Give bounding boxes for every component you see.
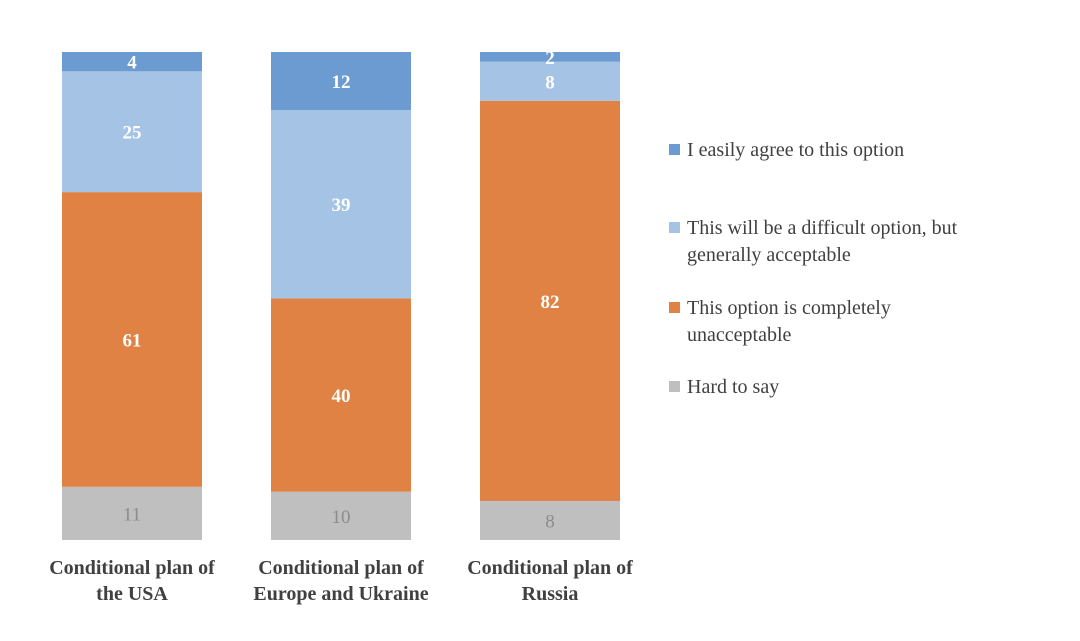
bar-1-i-easily-agree-to-this-option (62, 52, 202, 72)
data-label-2-i-easily-agree-to-this-option: 12 (332, 72, 351, 93)
data-label-2-hard-to-say: 10 (332, 507, 351, 528)
data-label-3-hard-to-say: 8 (545, 511, 555, 532)
legend-label: I easily agree to this option (687, 139, 904, 161)
legend-item-hard-to-say: Hard to say (669, 376, 779, 398)
bar-2-i-easily-agree-to-this-option (271, 52, 411, 110)
legend-swatch (669, 381, 680, 392)
bar-1-hard-to-say (62, 486, 202, 540)
category-label-1: Conditional plan of the USA (49, 557, 215, 605)
data-label-2-this-will-be-a-difficult-option-but-generally-acceptable: 39 (332, 195, 351, 216)
legend-label: This option is completely unacceptable (687, 297, 891, 346)
legend-swatch (669, 144, 680, 155)
category-label-2: Conditional plan of Europe and Ukraine (253, 557, 428, 605)
bar-3-i-easily-agree-to-this-option (480, 52, 620, 62)
bar-3-this-will-be-a-difficult-option-but-generally-acceptable (480, 61, 620, 101)
legend-item-this-option-is-completely-unacceptable: This option is completely unacceptable (669, 297, 891, 346)
bar-1-this-will-be-a-difficult-option-but-generally-acceptable (62, 71, 202, 193)
legend-swatch (669, 302, 680, 313)
legend-swatch (669, 222, 680, 233)
bar-1-this-option-is-completely-unacceptable (62, 192, 202, 487)
legend-label: Hard to say (687, 376, 779, 398)
legend-label: This will be a difficult option, but gene… (687, 217, 958, 266)
bar-3-this-option-is-completely-unacceptable (480, 100, 620, 501)
bar-2-this-will-be-a-difficult-option-but-generally-acceptable (271, 109, 411, 299)
data-label-2-this-option-is-completely-unacceptable: 40 (332, 386, 351, 407)
data-label-3-i-easily-agree-to-this-option: 2 (545, 48, 555, 69)
category-label-3: Conditional plan of Russia (467, 557, 633, 605)
bar-3-hard-to-say (480, 500, 620, 540)
data-label-3-this-option-is-completely-unacceptable: 82 (541, 292, 560, 313)
data-label-1-i-easily-agree-to-this-option: 4 (127, 53, 137, 74)
legend-item-this-will-be-a-difficult-option-but-generally-acceptable: This will be a difficult option, but gene… (669, 217, 958, 266)
legend-item-i-easily-agree-to-this-option: I easily agree to this option (669, 139, 904, 161)
data-label-1-hard-to-say: 11 (123, 504, 141, 525)
data-label-3-this-will-be-a-difficult-option-but-generally-acceptable: 8 (545, 72, 555, 93)
bar-2-this-option-is-completely-unacceptable (271, 298, 411, 492)
data-label-1-this-option-is-completely-unacceptable: 61 (123, 330, 142, 351)
data-label-1-this-will-be-a-difficult-option-but-generally-acceptable: 25 (123, 123, 142, 144)
bar-2-hard-to-say (271, 491, 411, 540)
